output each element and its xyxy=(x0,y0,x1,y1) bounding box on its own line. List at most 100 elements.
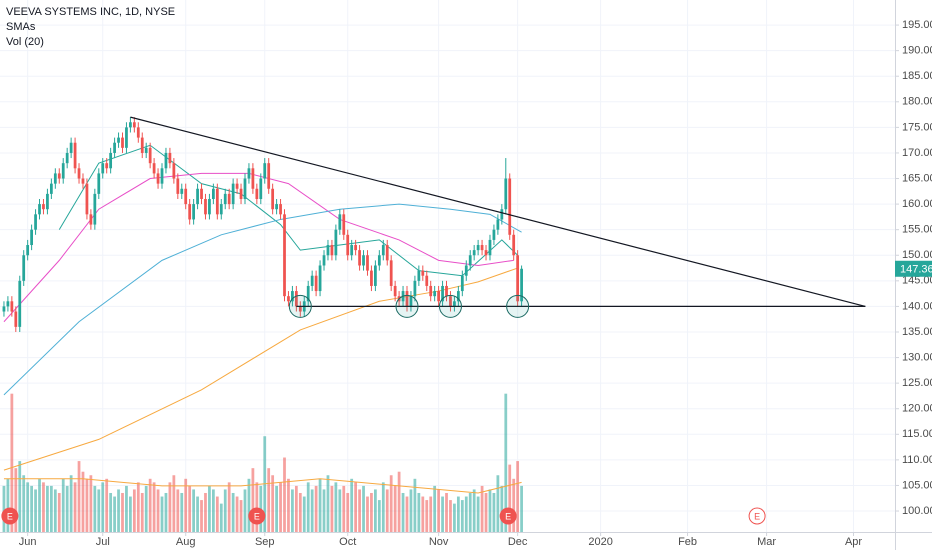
candles xyxy=(2,117,523,332)
y-tick-label: 160.00 xyxy=(902,198,932,210)
candle-body xyxy=(453,301,456,307)
volume-bar xyxy=(53,489,57,532)
highlight-circle xyxy=(506,294,530,318)
volume-bar xyxy=(433,485,437,532)
volume-bar xyxy=(350,478,354,532)
volume-bar xyxy=(38,478,41,532)
volume-bar xyxy=(393,485,397,532)
y-tick-label: 165.00 xyxy=(902,172,932,184)
last-price-label: 147.36 xyxy=(900,264,932,276)
volume-bar xyxy=(413,478,417,532)
volume-bar xyxy=(520,485,523,532)
candle-body xyxy=(512,234,516,256)
y-tick-label: 105.00 xyxy=(902,479,932,491)
candle-body xyxy=(10,301,14,312)
candle-body xyxy=(196,188,199,205)
volume-bar xyxy=(144,485,148,532)
volume-bar xyxy=(22,475,26,532)
volume-bar xyxy=(6,478,10,532)
candle-body xyxy=(283,214,286,297)
candle-body xyxy=(381,245,385,256)
candle-body xyxy=(421,270,425,276)
candle-body xyxy=(121,137,124,148)
indicator-label: Vol (20) xyxy=(6,36,44,48)
volume-bar xyxy=(34,489,37,532)
volume-bar xyxy=(164,492,168,532)
candle-body xyxy=(362,255,365,266)
volume-bar xyxy=(472,489,476,532)
candle-body xyxy=(520,268,523,302)
volume-bar xyxy=(49,485,53,532)
volume-bar xyxy=(429,496,433,532)
volume-bar xyxy=(441,496,444,532)
volume-bar xyxy=(227,482,231,532)
y-tick-label: 150.00 xyxy=(902,249,932,261)
volume-bar xyxy=(460,500,464,532)
y-tick-label: 135.00 xyxy=(902,326,932,338)
volume-bar xyxy=(93,485,97,532)
candle-body xyxy=(294,291,298,307)
candle-body xyxy=(188,204,192,220)
volume-bar xyxy=(117,489,120,532)
highlight-circle xyxy=(395,294,419,318)
volume-bar xyxy=(294,485,298,532)
y-tick-label: 125.00 xyxy=(902,377,932,389)
x-tick-label: Apr xyxy=(845,536,862,548)
volume-bar xyxy=(152,482,156,532)
volume-bar xyxy=(235,496,239,532)
candle-body xyxy=(480,245,484,251)
x-tick-label: Dec xyxy=(508,536,528,548)
candle-body xyxy=(85,183,89,215)
candle-body xyxy=(30,229,33,246)
volume-bar xyxy=(105,478,109,532)
volume-bar xyxy=(381,482,385,532)
x-tick-label: 2020 xyxy=(588,536,612,548)
volume-bar xyxy=(279,482,282,532)
candle-body xyxy=(117,137,120,143)
volume-bar xyxy=(184,478,188,532)
candle-body xyxy=(160,168,164,184)
candle-body xyxy=(468,255,472,266)
candle-body xyxy=(93,193,97,225)
volume-bar xyxy=(10,393,14,532)
candle-body xyxy=(109,152,113,169)
candle-body xyxy=(26,245,30,256)
volume-bar xyxy=(121,492,124,532)
candle-body xyxy=(456,291,460,302)
volume-bar xyxy=(405,496,409,532)
candle-body xyxy=(306,285,310,302)
candle-body xyxy=(42,204,45,210)
candle-body xyxy=(235,183,239,189)
candle-body xyxy=(346,234,350,256)
volume-sma xyxy=(3,478,522,494)
volume-bar xyxy=(377,500,381,532)
volume-bar xyxy=(30,485,33,532)
candle-body xyxy=(445,285,448,297)
volume-bar xyxy=(129,496,132,532)
candle-body xyxy=(204,198,207,215)
volume-bar xyxy=(389,475,393,532)
grid xyxy=(0,0,895,532)
candle-body xyxy=(488,239,492,256)
candle-body xyxy=(69,142,73,153)
candle-body xyxy=(504,178,508,210)
volume-bar xyxy=(61,478,65,532)
volume-bar xyxy=(125,485,128,532)
candle-body xyxy=(342,214,346,235)
y-tick-label: 100.00 xyxy=(902,505,932,517)
highlight-circle xyxy=(438,294,462,318)
volume-bar xyxy=(508,464,512,532)
candle-body xyxy=(81,178,85,184)
earnings-label: E xyxy=(254,511,260,521)
x-tick-label: Sep xyxy=(255,536,275,548)
candle-body xyxy=(18,280,22,327)
candle-body xyxy=(184,188,188,205)
x-tick-label: Jun xyxy=(19,536,37,548)
candle-body xyxy=(239,188,243,199)
x-tick-label: Mar xyxy=(757,536,776,548)
y-tick-label: 155.00 xyxy=(902,224,932,236)
candle-body xyxy=(358,250,361,266)
candle-body xyxy=(291,291,294,302)
volume-bar xyxy=(468,492,472,532)
candle-body xyxy=(57,173,61,179)
